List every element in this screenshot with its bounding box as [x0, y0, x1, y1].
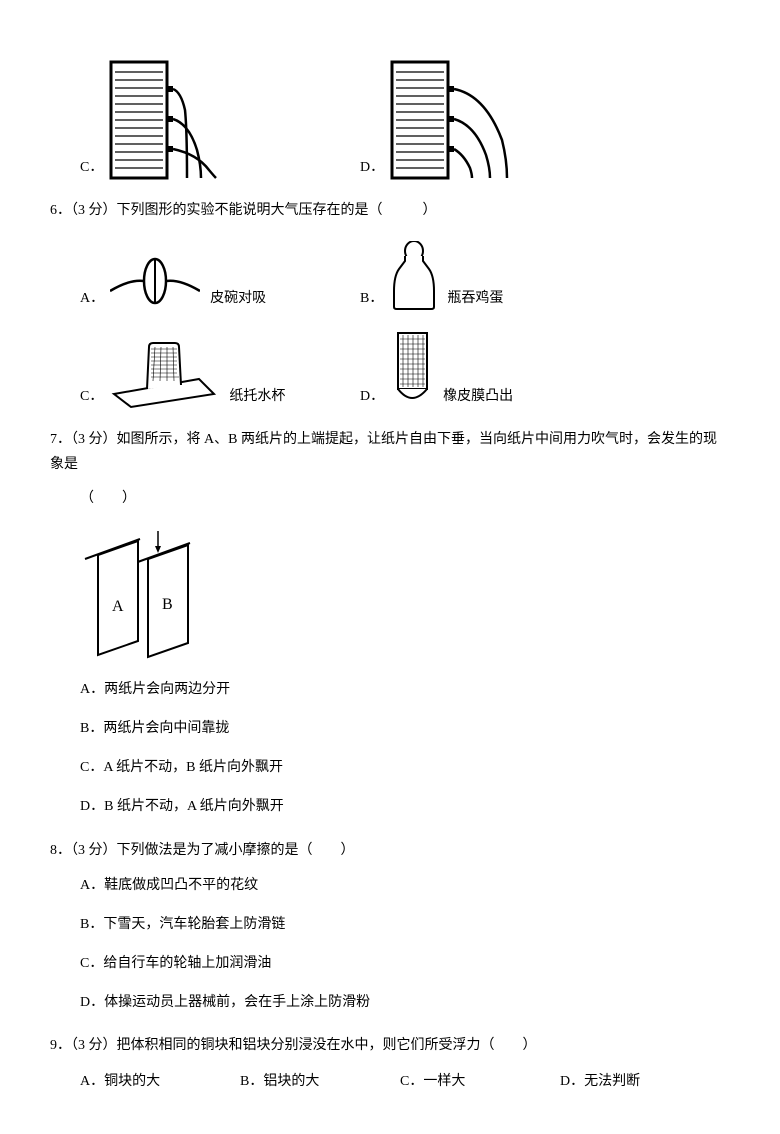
q7-paren: （ ）: [80, 491, 136, 506]
question-7: 7．（3 分）如图所示，将 A、B 两纸片的上端提起，让纸片自由下垂，当向纸片中…: [50, 427, 730, 511]
question-6: 6．（3 分）下列图形的实验不能说明大气压存在的是（ ）: [50, 198, 730, 223]
q6-c-caption: 纸托水杯: [229, 384, 285, 409]
container-streams-icon-c: [109, 60, 219, 180]
q8-option-d: D．体操运动员上器械前，会在手上涂上防滑粉: [80, 990, 730, 1015]
option-c-label: C．: [80, 155, 103, 180]
q8-option-a: A．鞋底做成凹凸不平的花纹: [80, 873, 730, 898]
q6-text: 6．（3 分）下列图形的实验不能说明大气压存在的是（: [50, 203, 383, 218]
suction-cups-icon: [110, 251, 200, 311]
q7-text: 7．（3 分）如图所示，将 A、B 两纸片的上端提起，让纸片自由下垂，当向纸片中…: [50, 432, 717, 472]
option-d-label: D．: [360, 155, 384, 180]
q9-option-b: B．铝块的大: [240, 1069, 400, 1094]
paper-cup-icon: [109, 339, 219, 409]
q8-options: A．鞋底做成凹凸不平的花纹 B．下雪天，汽车轮胎套上防滑链 C．给自行车的轮轴上…: [80, 873, 730, 1016]
q7-option-c: C．A 纸片不动，B 纸片向外飘开: [80, 755, 730, 780]
question-8: 8．（3 分）下列做法是为了减小摩擦的是（ ）: [50, 838, 730, 863]
bottle-egg-icon: [389, 241, 439, 311]
q7-option-a: A．两纸片会向两边分开: [80, 677, 730, 702]
q6-b-caption: 瓶吞鸡蛋: [447, 286, 503, 311]
q6-d-label: D．: [360, 384, 384, 409]
q9-options: A．铜块的大 B．铝块的大 C．一样大 D．无法判断: [80, 1069, 730, 1094]
rubber-membrane-icon: [390, 329, 435, 409]
q8-option-c: C．给自行车的轮轴上加润滑油: [80, 951, 730, 976]
container-streams-icon-d: [390, 60, 510, 180]
svg-text:B: B: [162, 596, 173, 613]
question-9: 9．（3 分）把体积相同的铜块和铝块分别浸没在水中，则它们所受浮力（ ）: [50, 1033, 730, 1058]
q6-a-label: A．: [80, 286, 104, 311]
q6-b-label: B．: [360, 286, 383, 311]
q6-c-label: C．: [80, 384, 103, 409]
q8-option-b: B．下雪天，汽车轮胎套上防滑链: [80, 912, 730, 937]
q9-option-c: C．一样大: [400, 1069, 560, 1094]
q6-d-caption: 橡皮膜凸出: [443, 384, 513, 409]
q7-option-d: D．B 纸片不动，A 纸片向外飘开: [80, 794, 730, 819]
svg-text:A: A: [112, 598, 124, 615]
paper-sheets-icon: A B: [80, 531, 210, 661]
q9-option-a: A．铜块的大: [80, 1069, 240, 1094]
q6-blank-close: ）: [423, 203, 437, 218]
q9-option-d: D．无法判断: [560, 1069, 720, 1094]
q6-a-caption: 皮碗对吸: [210, 286, 266, 311]
q7-option-b: B．两纸片会向中间靠拢: [80, 716, 730, 741]
q8-text: 8．（3 分）下列做法是为了减小摩擦的是（ ）: [50, 843, 355, 858]
q7-options: A．两纸片会向两边分开 B．两纸片会向中间靠拢 C．A 纸片不动，B 纸片向外飘…: [80, 677, 730, 820]
q9-text: 9．（3 分）把体积相同的铜块和铝块分别浸没在水中，则它们所受浮力（ ）: [50, 1038, 537, 1053]
q5-options-cd: C． D．: [80, 60, 730, 180]
